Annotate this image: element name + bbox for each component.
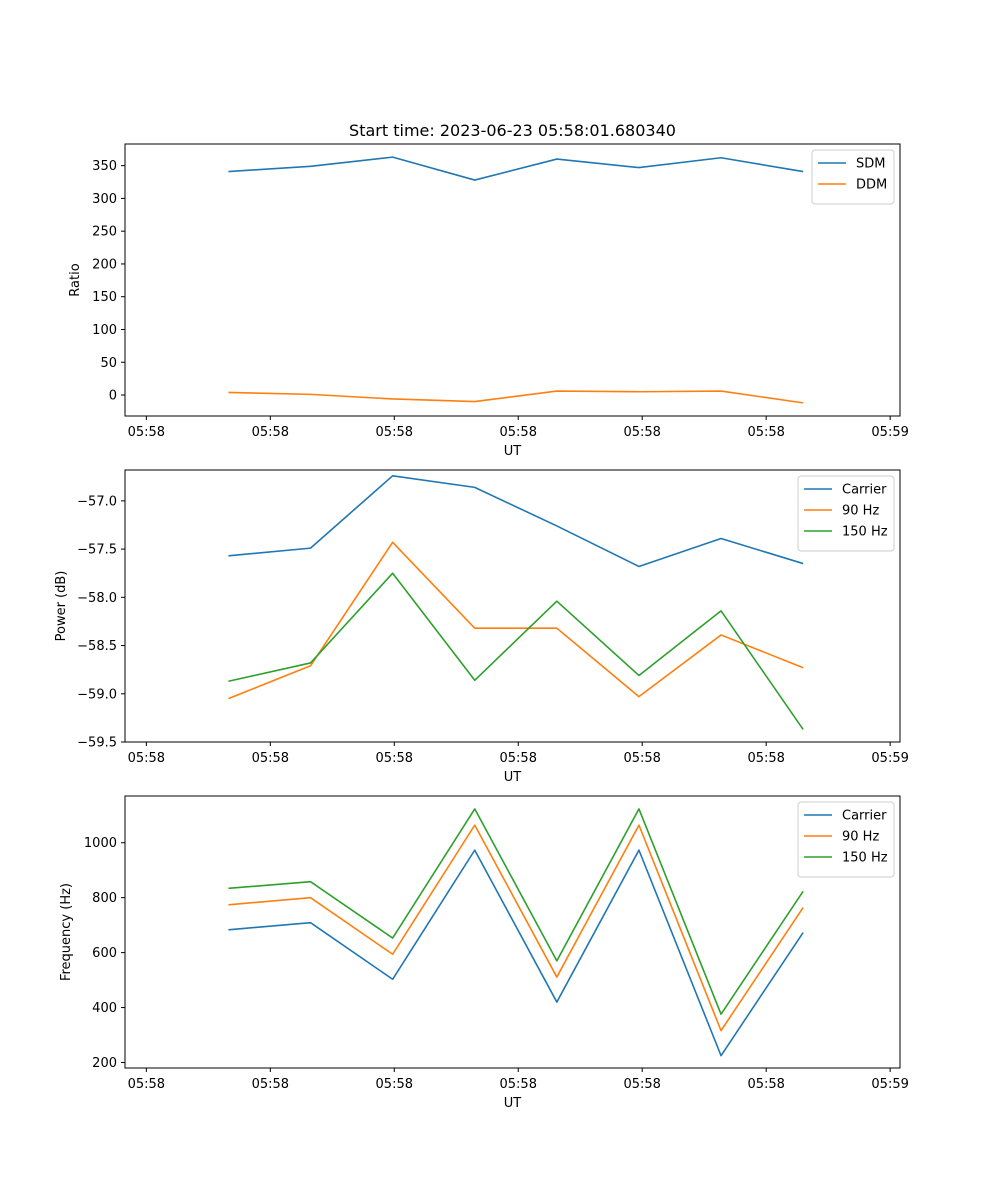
power-axes-frame — [124, 469, 901, 743]
power-x-tick-label: 05:59 — [871, 751, 908, 766]
power-x-tick-label: 05:58 — [747, 751, 784, 766]
frequency-series-90-hz-line — [228, 824, 804, 1032]
ratio-y-tick-label: 50 — [100, 356, 117, 371]
ratio-y-tick-label: 200 — [92, 257, 117, 272]
frequency-axes-frame — [124, 795, 901, 1069]
frequency-x-axis-label: UT — [504, 1096, 522, 1111]
frequency-x-tick-label: 05:58 — [128, 1077, 165, 1092]
frequency-legend-label: Carrier — [842, 809, 887, 824]
power-y-tick-label: −59.0 — [77, 687, 117, 702]
power-y-tick-label: −59.5 — [77, 736, 117, 751]
frequency-y-tick-label: 400 — [92, 1001, 117, 1016]
frequency-y-tick-label: 600 — [92, 946, 117, 961]
frequency-panel: 05:58 05:58 05:58 05:58 05:58 05:58 05:59 200 40… — [59, 795, 909, 1111]
power-x-axis-label: UT — [504, 770, 522, 785]
ratio-y-tick-label: 300 — [92, 192, 117, 207]
figure-title: Start time: 2023-06-23 05:58:01.680340 — [349, 121, 676, 140]
power-legend-label: 150 Hz — [842, 525, 888, 540]
power-x-tick-label: 05:58 — [623, 751, 660, 766]
ratio-x-tick-label: 05:58 — [376, 425, 413, 440]
ratio-y-tick-label: 0 — [109, 389, 117, 404]
ratio-legend: SDM DDM — [811, 149, 895, 205]
power-x-tick-label: 05:58 — [252, 751, 289, 766]
frequency-y-tick-label: 800 — [92, 891, 117, 906]
power-legend-label: Carrier — [842, 483, 887, 498]
power-x-tick-label: 05:58 — [128, 751, 165, 766]
frequency-y-axis-label: Frequency (Hz) — [59, 883, 74, 981]
power-y-tick-label: −58.0 — [77, 591, 117, 606]
ratio-panel: 05:58 05:58 05:58 05:58 05:58 05:58 05:59 0 50 10… — [68, 143, 909, 459]
frequency-x-tick-label: 05:59 — [871, 1077, 908, 1092]
ratio-y-tick-label: 350 — [92, 159, 117, 174]
ratio-x-tick-label: 05:58 — [252, 425, 289, 440]
power-panel: 05:58 05:58 05:58 05:58 05:58 05:58 05:59 −59.5… — [54, 469, 909, 785]
power-y-tick-label: −58.5 — [77, 639, 117, 654]
frequency-x-tick-label: 05:58 — [500, 1077, 537, 1092]
power-series-carrier-line — [228, 474, 804, 568]
ratio-y-tick-label: 250 — [92, 225, 117, 240]
power-series-150-hz-line — [228, 572, 804, 730]
frequency-legend-label: 90 Hz — [842, 830, 879, 845]
power-x-tick-label: 05:58 — [376, 751, 413, 766]
frequency-series-150-hz-line — [228, 808, 804, 1015]
power-legend-box — [797, 475, 895, 552]
ratio-x-tick-label: 05:58 — [747, 425, 784, 440]
power-legend-label: 90 Hz — [842, 504, 879, 519]
ratio-x-tick-label: 05:58 — [128, 425, 165, 440]
ratio-y-tick-label: 150 — [92, 290, 117, 305]
power-x-tick-label: 05:58 — [500, 751, 537, 766]
ratio-axes-frame — [124, 143, 901, 417]
frequency-x-tick-label: 05:58 — [747, 1077, 784, 1092]
frequency-y-tick-label: 1000 — [84, 836, 117, 851]
frequency-legend: Carrier 90 Hz 150 Hz — [797, 801, 895, 878]
power-y-axis-label: Power (dB) — [54, 571, 69, 642]
ratio-series-sdm-line — [228, 156, 804, 181]
frequency-x-tick-label: 05:58 — [252, 1077, 289, 1092]
ratio-y-axis-label: Ratio — [68, 263, 83, 296]
power-y-tick-label: −57.5 — [77, 543, 117, 558]
power-y-tick-label: −57.0 — [77, 494, 117, 509]
ratio-x-tick-label: 05:58 — [623, 425, 660, 440]
frequency-y-tick-label: 200 — [92, 1056, 117, 1071]
frequency-x-tick-label: 05:58 — [376, 1077, 413, 1092]
frequency-legend-box — [797, 801, 895, 878]
ratio-x-axis-label: UT — [504, 444, 522, 459]
ratio-legend-label: DDM — [856, 178, 887, 193]
ratio-series-ddm-line — [228, 390, 804, 404]
ratio-x-tick-label: 05:59 — [871, 425, 908, 440]
ratio-x-tick-label: 05:58 — [500, 425, 537, 440]
frequency-x-tick-label: 05:58 — [623, 1077, 660, 1092]
ratio-legend-label: SDM — [856, 157, 885, 172]
ratio-y-tick-label: 100 — [92, 323, 117, 338]
power-series-90-hz-line — [228, 541, 804, 700]
frequency-legend-label: 150 Hz — [842, 851, 888, 866]
frequency-series-carrier-line — [228, 849, 804, 1057]
power-legend: Carrier 90 Hz 150 Hz — [797, 475, 895, 552]
